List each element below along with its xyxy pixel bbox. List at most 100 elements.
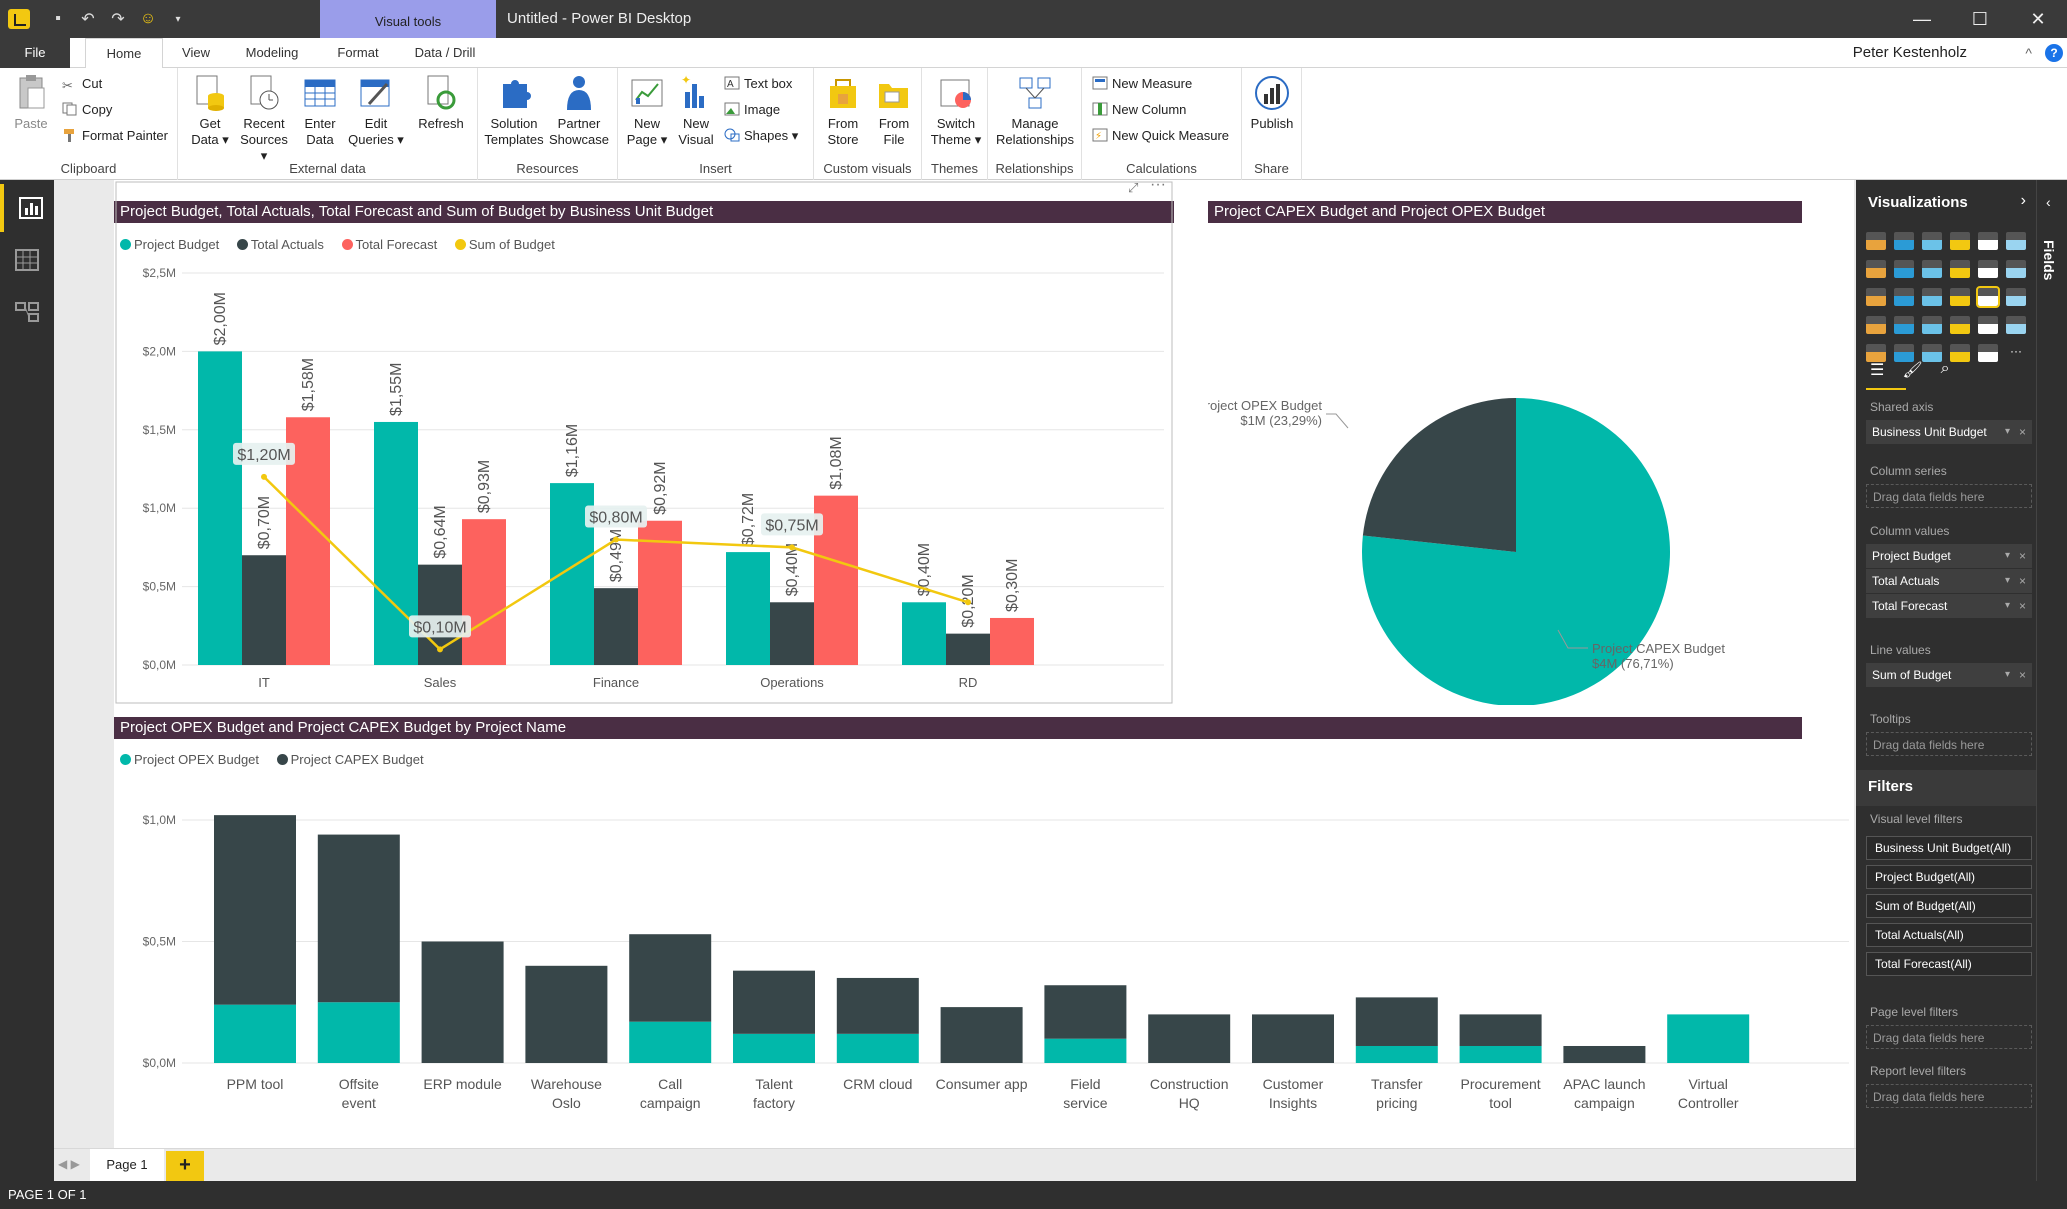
add-page-button[interactable]: + [166,1151,204,1181]
report-filters-dropzone[interactable]: Drag data fields here [1866,1084,2032,1108]
filter-card[interactable]: Project Budget(All) [1866,865,2032,889]
expand-fields-icon[interactable]: ‹ [2046,194,2051,210]
visual-type-icon[interactable] [1922,288,1942,306]
visual-type-icon[interactable] [1978,344,1998,362]
stacked-chart-visual[interactable]: Project OPEX Budget and Project CAPEX Bu… [114,717,1854,1148]
visual-type-icon[interactable] [1894,260,1914,278]
data-view-button[interactable] [0,236,54,284]
copy-button[interactable]: Copy [62,100,112,120]
tab-view[interactable]: View [182,45,210,60]
new-column-button[interactable]: New Column [1092,100,1186,120]
page-filters-dropzone[interactable]: Drag data fields here [1866,1025,2032,1049]
visual-type-icon[interactable] [1950,232,1970,250]
tab-modeling[interactable]: Modeling [245,45,299,60]
manage-relationships-button[interactable]: Manage Relationships [992,74,1078,148]
fields-well-tab-icon[interactable]: ☰ [1870,362,1885,379]
remove-field-icon[interactable]: × [2018,425,2026,439]
close-button[interactable]: ✕ [2030,9,2046,29]
shapes-button[interactable]: Shapes ▾ [724,126,798,146]
edit-queries-button[interactable]: Edit Queries ▾ [348,74,404,148]
visual-type-icon[interactable] [1978,316,1998,334]
visual-type-icon[interactable] [1922,316,1942,334]
visual-type-icon[interactable] [2006,316,2026,334]
filter-card[interactable]: Total Actuals(All) [1866,923,2032,947]
field-dropdown-icon[interactable]: ▾ [2004,550,2010,561]
image-button[interactable]: Image [724,100,780,120]
visual-type-icon[interactable] [1866,260,1886,278]
visual-type-icon[interactable] [1894,344,1914,362]
visual-type-icon[interactable] [1894,316,1914,334]
user-name[interactable]: Peter Kestenholz [1852,44,1967,61]
tooltips-dropzone[interactable]: Drag data fields here [1866,732,2032,756]
get-data-button[interactable]: Get Data ▾ [188,74,232,148]
visual-type-icon[interactable] [1866,316,1886,334]
page-tab-1[interactable]: Page 1 [90,1149,164,1181]
fields-pane[interactable]: ‹ Fields [2036,180,2067,1181]
line-value-field[interactable]: Sum of Budget ▾ × [1866,663,2032,687]
tab-data-drill[interactable]: Data / Drill [414,45,476,60]
visual-type-icon[interactable] [1950,316,1970,334]
save-icon[interactable]: ▪ [55,10,61,27]
new-page-button[interactable]: New Page ▾ [624,74,670,148]
visual-focus-icon[interactable]: ⤢ [1128,180,1139,195]
column-value-field[interactable]: Total Forecast ▾ × [1866,594,2032,618]
report-view-button[interactable] [0,184,54,232]
qat-customize-icon[interactable]: ▾ [175,13,181,25]
shared-axis-field[interactable]: Business Unit Budget ▾ × [1866,420,2032,444]
new-visual-button[interactable]: ✦ New Visual [678,73,714,147]
filter-card[interactable]: Business Unit Budget(All) [1866,836,2032,860]
visual-type-icon[interactable] [1950,344,1970,362]
recent-sources-button[interactable]: Recent Sources ▾ [236,74,292,164]
visual-more-options-icon[interactable]: ··· [1150,176,1166,193]
visual-type-icon[interactable] [2006,260,2026,278]
visual-type-icon[interactable] [1950,288,1970,306]
filter-card[interactable]: Sum of Budget(All) [1866,894,2032,918]
field-dropdown-icon[interactable]: ▾ [2004,669,2010,680]
analytics-magnifier-icon[interactable]: ⌕ [1940,360,1950,377]
visual-type-icon[interactable] [1922,344,1942,362]
visual-type-icon[interactable] [1922,232,1942,250]
visual-type-icon[interactable] [2006,232,2026,250]
visual-type-icon[interactable] [1978,260,1998,278]
undo-icon[interactable]: ↶ [81,11,95,28]
pie-chart-visual[interactable]: Project CAPEX Budget and Project OPEX Bu… [1208,180,1854,705]
remove-field-icon[interactable]: × [2018,574,2026,588]
visual-type-icon[interactable] [1950,260,1970,278]
field-dropdown-icon[interactable]: ▾ [2004,575,2010,586]
column-value-field[interactable]: Project Budget ▾ × [1866,544,2032,568]
collapse-ribbon-icon[interactable]: ^ [2025,45,2032,61]
visual-type-icon[interactable] [1894,232,1914,250]
more-visuals-icon[interactable]: ··· [2010,344,2022,358]
field-dropdown-icon[interactable]: ▾ [2004,426,2010,437]
new-measure-button[interactable]: New Measure [1092,74,1192,94]
visual-type-icon[interactable] [2006,288,2026,306]
from-file-button[interactable]: From File [870,74,918,148]
visual-type-icon[interactable] [1976,286,2000,308]
column-series-dropzone[interactable]: Drag data fields here [1866,484,2032,508]
visual-type-icon[interactable] [1894,288,1914,306]
field-dropdown-icon[interactable]: ▾ [2004,600,2010,611]
visual-type-icon[interactable] [1978,232,1998,250]
format-painter-button[interactable]: Format Painter [62,126,168,146]
switch-theme-button[interactable]: Switch Theme ▾ [928,74,984,148]
column-value-field[interactable]: Total Actuals ▾ × [1866,569,2032,593]
from-store-button[interactable]: From Store [818,74,868,148]
combo-chart-visual[interactable]: Project Budget, Total Actuals, Total For… [114,176,1174,705]
visual-type-icon[interactable] [1866,288,1886,306]
remove-field-icon[interactable]: × [2018,599,2026,613]
format-paint-roller-icon[interactable]: 🖌 [1902,362,1923,379]
paste-button[interactable]: Paste [8,74,54,132]
visual-type-icon[interactable] [1922,260,1942,278]
smiley-feedback-icon[interactable]: ☺ [139,10,157,27]
help-icon[interactable]: ? [2045,44,2063,62]
text-box-button[interactable]: A Text box [724,74,792,94]
collapse-pane-icon[interactable]: › [2020,192,2026,209]
remove-field-icon[interactable]: × [2018,668,2026,682]
tab-file[interactable]: File [0,38,70,68]
tab-home[interactable]: Home [85,38,163,69]
tab-format[interactable]: Format [337,45,379,60]
filter-card[interactable]: Total Forecast(All) [1866,952,2032,976]
page-nav-arrows-icon[interactable]: ◀ ▶ [58,1157,80,1171]
redo-icon[interactable]: ↷ [111,11,125,28]
refresh-button[interactable]: Refresh [416,74,466,132]
